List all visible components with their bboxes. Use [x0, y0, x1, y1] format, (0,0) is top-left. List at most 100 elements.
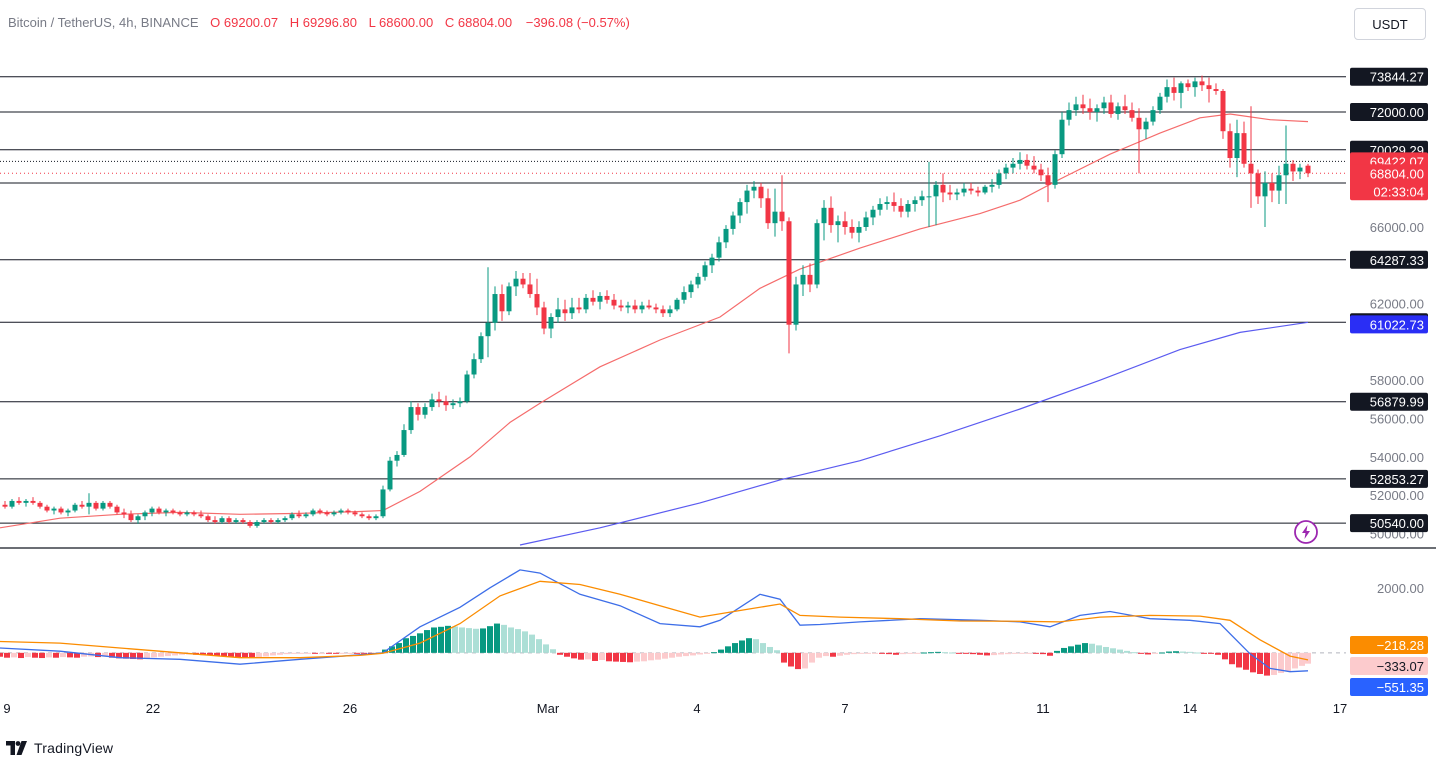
candle [121, 508, 127, 519]
candle [1024, 154, 1030, 170]
candle [135, 514, 141, 524]
candle [254, 520, 260, 528]
macd-histogram-bar [606, 652, 612, 662]
macd-histogram-bar [298, 652, 304, 654]
macd-histogram-bar [207, 652, 213, 656]
time-tick-label: 26 [343, 701, 357, 716]
price-tick-label: 66000.00 [1370, 220, 1424, 235]
candle [863, 211, 869, 231]
candle [352, 510, 358, 517]
macd-histogram-bar [1208, 652, 1214, 654]
candle [191, 510, 197, 517]
macd-histogram-bar [137, 652, 143, 660]
candle [338, 508, 344, 515]
candle [849, 219, 855, 239]
candle [737, 198, 743, 224]
ema-long-line [519, 321, 1309, 546]
candle [989, 179, 995, 193]
candle [457, 397, 463, 408]
candle [982, 184, 988, 195]
time-axis: 9 22 26 Mar 4 7 11 14 17 [3, 701, 1347, 716]
macd-histogram-bar [613, 652, 619, 662]
macd-histogram-bar [788, 652, 794, 667]
candle [940, 173, 946, 203]
level-price-label-bg [1350, 67, 1428, 86]
macd-histogram-bar [1005, 652, 1011, 655]
macd-histogram-bar [312, 652, 318, 654]
candle [163, 508, 169, 517]
macd-histogram-bar [1082, 643, 1088, 653]
macd-histogram-bar [1075, 644, 1081, 653]
candle [1115, 102, 1121, 120]
candle [1003, 163, 1009, 180]
candle [1220, 89, 1226, 139]
candle [905, 200, 911, 218]
candle [394, 451, 400, 467]
macd-histogram-bar [823, 652, 829, 657]
ohlc-header: Bitcoin / TetherUS, 4h, BINANCE O 69200.… [8, 15, 630, 30]
candle [72, 502, 78, 513]
candle [1094, 104, 1100, 122]
macd-histogram-bar [942, 652, 948, 654]
candle [926, 161, 932, 227]
candle [100, 500, 106, 511]
macd-histogram-bar [1299, 652, 1305, 666]
macd-histogram-bar [452, 626, 458, 653]
currency-button[interactable]: USDT [1354, 8, 1426, 40]
candle [226, 516, 232, 524]
macd-histogram-bar [704, 652, 710, 654]
macd-histogram-bar [1305, 652, 1311, 664]
macd-histogram-bar [494, 623, 500, 653]
macd-histogram-bar [1278, 652, 1284, 674]
macd-histogram-bar [144, 652, 150, 659]
candle [282, 516, 288, 523]
macd-histogram-bar [830, 652, 836, 657]
macd-histogram-bar [564, 652, 570, 657]
candle [387, 456, 393, 492]
level-price-label-bg [1350, 392, 1428, 411]
candle [1150, 106, 1156, 126]
candle [1108, 94, 1114, 118]
candle [765, 188, 771, 229]
macd-histogram-bar [599, 652, 605, 660]
macd-histogram-bar [347, 652, 353, 654]
macd-histogram-bar [767, 646, 773, 653]
macd-histogram-bar [473, 628, 479, 653]
macd-histogram-bar [1243, 652, 1249, 670]
candle [506, 282, 512, 316]
candle [884, 196, 890, 210]
time-tick-label: 22 [146, 701, 160, 716]
candle [1052, 150, 1058, 189]
macd-histogram-bar [935, 651, 941, 653]
candle [436, 391, 442, 408]
level-price-label: 73844.27 [1370, 70, 1424, 85]
candle [240, 518, 246, 524]
lightning-icon[interactable] [1294, 520, 1318, 544]
macd-histogram-bar [1047, 652, 1053, 656]
candle [695, 272, 701, 289]
candle [548, 313, 554, 339]
candle [709, 253, 715, 273]
macd-histogram-bar [228, 652, 234, 657]
candle [317, 508, 323, 515]
candle [275, 518, 281, 524]
candle [1017, 152, 1023, 170]
candle [9, 499, 15, 509]
level-price-label-bg [1350, 103, 1428, 122]
macd-histogram-bar [585, 652, 591, 660]
macd-histogram-bar [1117, 649, 1123, 653]
candle [702, 261, 708, 281]
candle [632, 299, 638, 314]
macd-histogram-bar [921, 652, 927, 654]
candle [534, 278, 540, 316]
macd-histogram-bar [403, 638, 409, 653]
macd-histogram-bar [109, 652, 115, 658]
candle [1305, 163, 1311, 178]
macd-histogram-bar [1096, 645, 1102, 653]
candle [1262, 171, 1268, 227]
candle [499, 284, 505, 321]
high-value: 69296.80 [303, 15, 357, 30]
macd-histogram-bar [445, 625, 451, 653]
candle [303, 512, 309, 519]
